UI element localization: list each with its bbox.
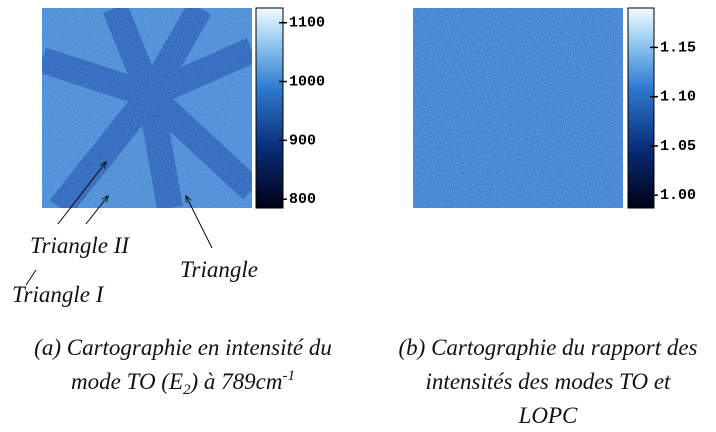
tick-label: 1000 [289, 73, 325, 90]
heatmap-b [413, 8, 623, 208]
colorbar-b [627, 7, 655, 209]
caption-sup: -1 [283, 368, 296, 384]
caption-part: mode TO (E [71, 369, 183, 394]
tick-label: 1.05 [660, 138, 696, 155]
tick-label: 1.10 [660, 89, 696, 106]
caption-part: ) à 789cm [189, 369, 283, 394]
caption: (a) Cartographie en intensité du [34, 335, 332, 360]
caption: intensités des modes TO et [426, 369, 672, 394]
tick-label: 900 [289, 132, 316, 149]
caption: (b) Cartographie du rapport des [399, 335, 698, 360]
colorbar-ticks: 800 900 1000 1100 1.00 1.05 1.10 1.15 [279, 15, 696, 208]
caption: mode TO (E2) à 789cm-1 [71, 368, 295, 398]
caption-part: intensités des modes TO et [426, 369, 672, 394]
caption-sub: 2 [183, 382, 191, 398]
annotation: Triangle I [12, 282, 105, 307]
annotation-arrows [25, 162, 213, 286]
caption: LOPC [518, 403, 578, 428]
tick-label: 1.15 [660, 39, 696, 56]
tick-label: 1.00 [660, 187, 696, 204]
heatmap-a [42, 8, 252, 208]
tick-label: 800 [289, 191, 316, 208]
colorbar-a [255, 7, 284, 209]
annotation: Triangle [180, 257, 258, 282]
tick-label: 1100 [289, 15, 325, 32]
annotation: Triangle II [30, 233, 130, 258]
